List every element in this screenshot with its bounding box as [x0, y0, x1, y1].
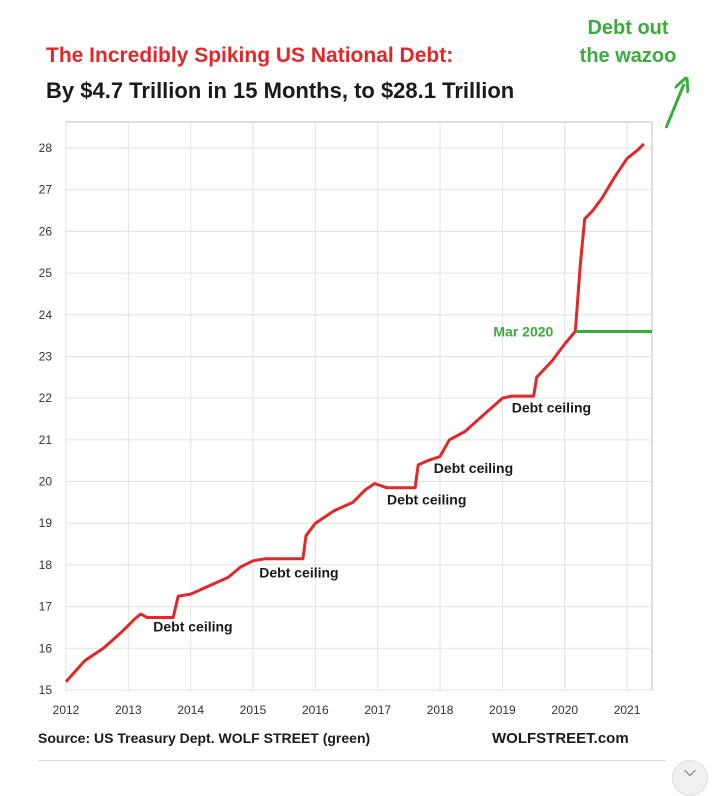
y-tick-label: 26 [39, 224, 53, 238]
debt-ceiling-label: Debt ceiling [387, 491, 466, 507]
debt-series-line [64, 142, 645, 683]
site-credit: WOLFSTREET.com [492, 730, 629, 747]
y-tick-label: 27 [39, 183, 53, 197]
x-tick-label: 2018 [427, 703, 454, 717]
x-tick-label: 2016 [302, 703, 329, 717]
wazoo-arrow-icon [664, 84, 684, 129]
wazoo-callout: Debt out the wazoo [572, 14, 684, 70]
y-tick-label: 20 [39, 475, 53, 489]
x-tick-label: 2021 [614, 703, 641, 717]
mar-2020-label: Mar 2020 [493, 323, 553, 339]
y-tick-label: 24 [39, 308, 53, 322]
debt-ceiling-label: Debt ceiling [434, 460, 513, 476]
y-tick-label: 28 [39, 141, 53, 155]
y-tick-label: 19 [39, 516, 53, 530]
x-tick-label: 2013 [115, 703, 142, 717]
x-tick-label: 2019 [489, 703, 516, 717]
source-note: Source: US Treasury Dept. WOLF STREET (g… [38, 730, 371, 746]
divider [38, 760, 666, 761]
y-tick-label: 23 [39, 349, 53, 363]
x-tick-label: 2012 [53, 703, 80, 717]
debt-ceiling-label: Debt ceiling [259, 564, 338, 580]
x-tick-label: 2020 [551, 703, 578, 717]
wazoo-callout-line1: Debt out [587, 17, 669, 39]
y-tick-label: 17 [39, 600, 53, 614]
y-tick-label: 16 [39, 641, 53, 655]
debt-ceiling-label: Debt ceiling [153, 619, 232, 635]
chart-subtitle: By $4.7 Trillion in 15 Months, to $28.1 … [46, 78, 515, 103]
y-tick-label: 22 [39, 391, 53, 405]
y-tick-label: 18 [39, 558, 53, 572]
chart-title: The Incredibly Spiking US National Debt: [46, 44, 454, 67]
y-tick-label: 15 [39, 683, 53, 697]
chevron-down-icon[interactable]: ⌵ [672, 760, 708, 796]
x-tick-label: 2014 [177, 703, 204, 717]
wazoo-callout-line2: the wazoo [579, 45, 677, 67]
x-tick-label: 2017 [364, 703, 391, 717]
y-tick-label: 21 [39, 433, 53, 447]
x-tick-label: 2015 [240, 703, 267, 717]
debt-ceiling-label: Debt ceiling [512, 400, 591, 416]
y-tick-label: 25 [39, 266, 53, 280]
